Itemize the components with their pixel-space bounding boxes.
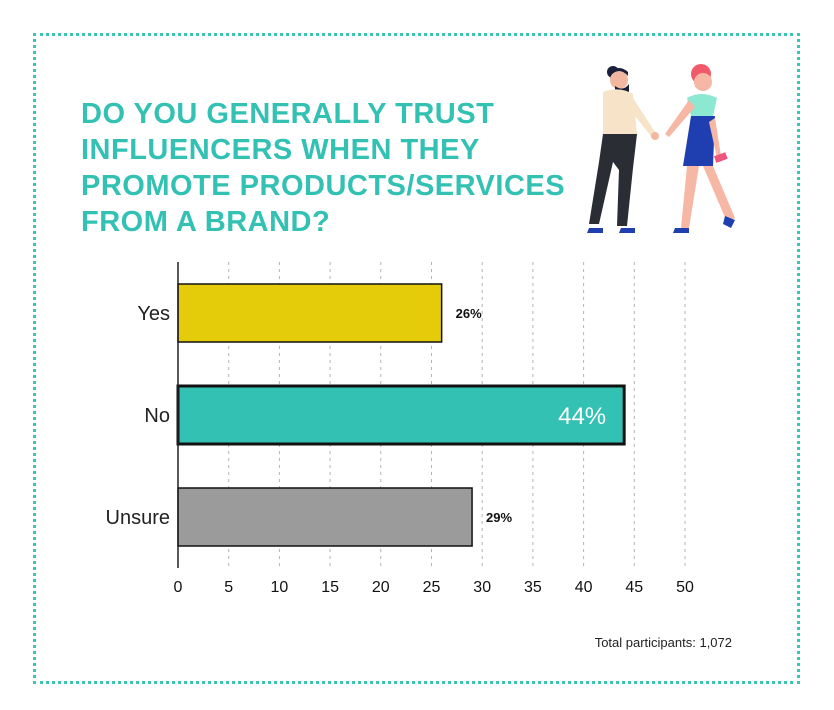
bar-no bbox=[176, 384, 626, 446]
title-line-3: PROMOTE PRODUCTS/SERVICES bbox=[81, 170, 566, 202]
couple-holding-hands-illustration bbox=[587, 64, 735, 233]
x-tick-label: 15 bbox=[321, 579, 339, 596]
title-line-1: DO YOU GENERALLY TRUST bbox=[81, 98, 495, 130]
category-label: No bbox=[144, 405, 170, 427]
x-tick-label: 30 bbox=[473, 579, 491, 596]
labels: 0 5 10 15 20 25 30 35 40 45 50 Yes 26% No 44% Unsure 29% bbox=[106, 303, 694, 596]
bar-yes bbox=[177, 283, 443, 343]
chart-title: DO YOU GENERALLY TRUST INFLUENCERS WHEN … bbox=[81, 96, 571, 240]
x-tick-label: 50 bbox=[676, 579, 694, 596]
x-tick-label: 20 bbox=[372, 579, 390, 596]
dotted-border bbox=[33, 33, 800, 684]
woman-figure bbox=[665, 64, 735, 233]
bars bbox=[176, 283, 626, 547]
data-label: 26% bbox=[456, 306, 482, 321]
category-label: Yes bbox=[137, 303, 170, 325]
x-tick-label: 10 bbox=[271, 579, 289, 596]
x-tick-label: 40 bbox=[575, 579, 593, 596]
total-participants: Total participants: 1,072 bbox=[594, 635, 732, 650]
title-line-2: INFLUENCERS WHEN THEY bbox=[81, 134, 480, 166]
x-tick-label: 5 bbox=[224, 579, 233, 596]
data-label: 29% bbox=[486, 510, 512, 525]
man-figure bbox=[587, 66, 659, 233]
bar-unsure bbox=[177, 487, 473, 547]
x-tick-label: 45 bbox=[625, 579, 643, 596]
x-tick-label: 0 bbox=[174, 579, 183, 596]
x-tick-label: 35 bbox=[524, 579, 542, 596]
category-label: Unsure bbox=[106, 507, 170, 529]
title-line-4: FROM A BRAND? bbox=[81, 206, 331, 238]
x-tick-label: 25 bbox=[423, 579, 441, 596]
data-label: 44% bbox=[558, 403, 606, 430]
